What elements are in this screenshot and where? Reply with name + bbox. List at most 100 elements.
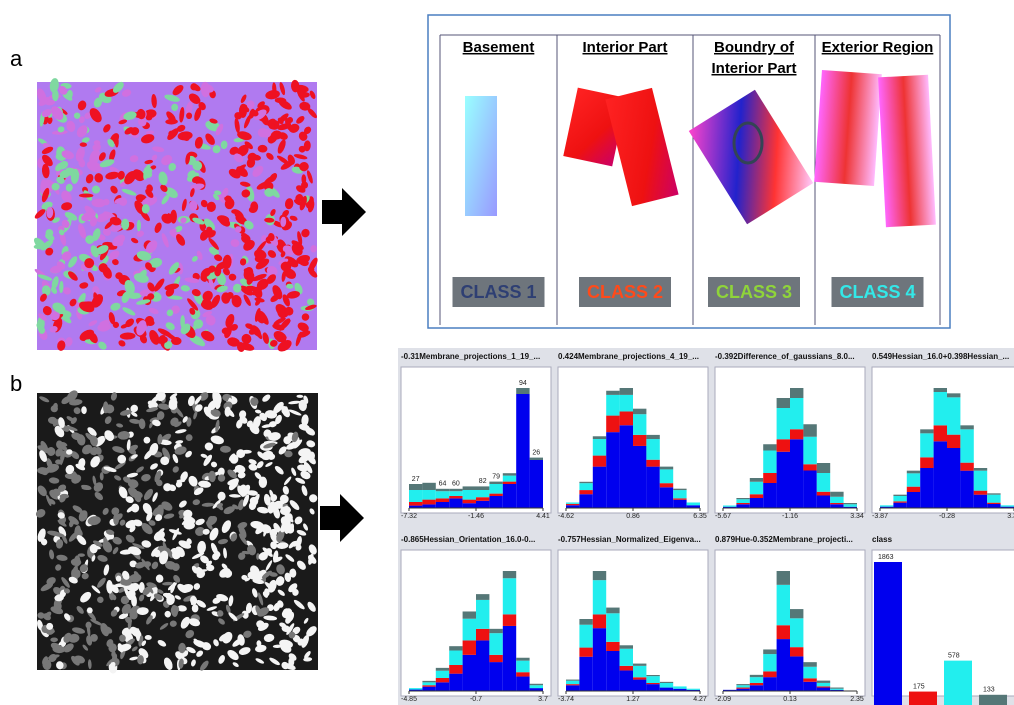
histogram-title: 0.424Membrane_projections_4_19_... <box>558 352 699 361</box>
histogram-bar <box>987 504 1000 508</box>
histogram-bar <box>633 446 646 508</box>
histogram-bar <box>750 498 763 508</box>
histogram-bar <box>633 680 646 691</box>
histogram-bar <box>817 463 830 473</box>
class-header: Interior Part <box>582 39 667 56</box>
histogram-bar <box>790 656 803 691</box>
histogram-bar <box>620 388 633 395</box>
tick-label: -2.09 <box>715 696 731 703</box>
histogram-bar <box>620 670 633 691</box>
histogram-bar <box>579 494 592 508</box>
histogram-bar <box>503 473 516 475</box>
histogram-bar <box>566 680 579 681</box>
histogram-bar <box>476 490 489 497</box>
histogram-bar <box>409 490 422 502</box>
histogram-bar <box>987 495 1000 503</box>
histogram-bar <box>947 435 960 448</box>
histogram-bar <box>803 678 816 681</box>
histogram-bar <box>530 460 543 508</box>
blob <box>186 112 192 119</box>
histogram-bar <box>660 683 673 688</box>
histogram-bar <box>646 675 659 676</box>
histogram-bar <box>579 625 592 648</box>
histogram-bar <box>987 503 1000 504</box>
histogram-bar <box>790 618 803 647</box>
histogram-bar <box>974 471 987 491</box>
histogram-bar <box>436 489 449 491</box>
histogram-bar <box>817 496 830 509</box>
histogram-bar <box>633 409 646 415</box>
histogram-bar <box>736 504 749 508</box>
class-header: Interior Part <box>711 60 796 77</box>
texture-image <box>32 78 319 354</box>
class-label: CLASS 2 <box>587 282 663 302</box>
histogram-bar <box>790 609 803 618</box>
bar-annotation: 94 <box>519 380 527 387</box>
histogram-bar <box>606 395 619 416</box>
arrow <box>322 188 366 236</box>
histogram-bar <box>817 688 830 691</box>
tick-label: -4.85 <box>401 696 417 703</box>
tick-label: -1.46 <box>468 513 484 520</box>
arrow <box>320 494 364 542</box>
histogram-bar <box>463 619 476 641</box>
panel-label: b <box>10 371 22 396</box>
histogram-bar <box>660 688 673 691</box>
histogram-bar <box>463 655 476 691</box>
histogram-bar <box>673 686 686 688</box>
histogram-bar <box>593 456 606 467</box>
histogram-bar <box>422 682 435 685</box>
histogram-bar <box>409 502 422 506</box>
bar-value: 1863 <box>878 554 894 561</box>
histogram-bar <box>449 665 462 674</box>
histogram-bar <box>817 686 830 687</box>
histogram-bar <box>409 688 422 689</box>
histogram-bar <box>974 495 987 508</box>
histogram-bar <box>763 654 776 671</box>
histogram-bar <box>920 429 933 433</box>
histogram-bar <box>476 594 489 600</box>
histogram-bar <box>763 649 776 654</box>
histogram-bar <box>449 651 462 665</box>
histogram-bar <box>489 482 502 484</box>
class-label: CLASS 3 <box>716 282 792 302</box>
histogram-bar <box>436 682 449 691</box>
histogram-bar <box>436 678 449 682</box>
histogram-bar <box>907 492 920 508</box>
histogram-bar <box>987 493 1000 494</box>
histogram-bar <box>516 672 529 676</box>
histogram-bar <box>516 658 529 661</box>
histogram-bar <box>803 424 816 437</box>
histogram-bar <box>579 482 592 483</box>
histogram-bar <box>687 502 700 505</box>
histogram-bar <box>736 688 749 689</box>
tick-label: 4.41 <box>536 513 550 520</box>
histogram-bar <box>489 629 502 633</box>
histogram-bar <box>579 648 592 657</box>
blob <box>192 604 199 612</box>
histogram-bar <box>633 664 646 666</box>
histogram-bar <box>736 503 749 504</box>
histogram-bar <box>566 685 579 691</box>
histogram-bar <box>593 571 606 580</box>
histogram-bar <box>750 482 763 495</box>
histogram-bar <box>409 484 422 490</box>
tick-label: 4.27 <box>693 696 707 703</box>
histogram-bar <box>463 640 476 654</box>
histogram-bar <box>803 667 816 679</box>
histogram-bar <box>422 504 435 508</box>
tick-label: 0.86 <box>626 513 640 520</box>
histogram-bar <box>463 490 476 500</box>
histogram-bar <box>422 490 435 500</box>
histogram-bar <box>593 614 606 628</box>
histogram-title: -0.31Membrane_projections_1_19_... <box>401 352 540 361</box>
tick-label: -0.7 <box>470 696 482 703</box>
bar-value: 578 <box>948 652 960 659</box>
histogram-bar <box>503 578 516 614</box>
histogram-bar <box>763 483 776 508</box>
histogram-bar <box>673 489 686 490</box>
histogram-bar <box>422 681 435 682</box>
histogram-bar <box>777 571 790 585</box>
histogram-bar <box>489 655 502 662</box>
histogram-bar <box>777 398 790 408</box>
